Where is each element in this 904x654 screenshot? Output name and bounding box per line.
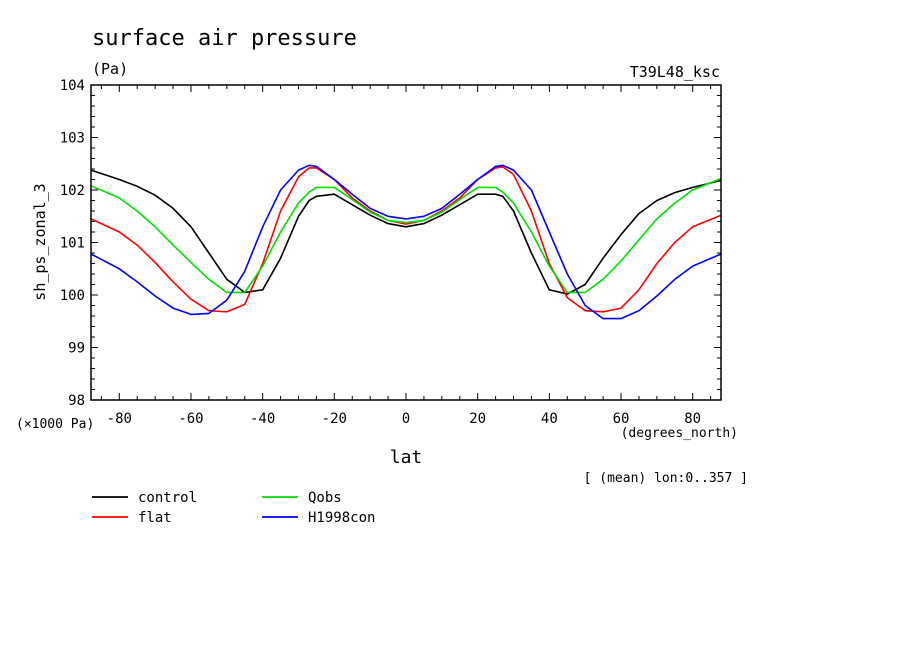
y-tick-label: 99 — [68, 341, 85, 357]
x-axis-label: lat — [390, 447, 423, 468]
axes: -80 -60 -40 -20 0 20 40 60 80 98 99 100 101 102 103 104 — [60, 78, 721, 427]
series-line-qobs — [90, 177, 722, 294]
x-tick-label: 60 — [613, 411, 630, 427]
legend: control flat Qobs H1998con — [92, 490, 375, 526]
legend-label-h1998con: H1998con — [308, 510, 375, 526]
y-tick-label: 98 — [68, 393, 85, 409]
series-lines — [90, 164, 722, 320]
x-tick-label: 0 — [402, 411, 410, 427]
chart-units: (Pa) — [92, 60, 128, 78]
series-line-flat — [90, 166, 722, 313]
x-tick-label: 80 — [684, 411, 701, 427]
legend-label-control: control — [138, 490, 197, 506]
y-axis-label: sh_ps_zonal_3 — [31, 183, 49, 300]
y-scale-label: (×1000 Pa) — [16, 417, 94, 432]
legend-label-qobs: Qobs — [308, 490, 342, 506]
x-tick-label: -40 — [250, 411, 275, 427]
legend-label-flat: flat — [138, 510, 172, 526]
y-tick-label: 100 — [60, 288, 85, 304]
y-tick-label: 103 — [60, 131, 85, 147]
x-units-label: (degrees_north) — [621, 426, 738, 441]
y-tick-label: 102 — [60, 183, 85, 199]
x-tick-label: -80 — [107, 411, 132, 427]
y-tick-label: 101 — [60, 236, 85, 252]
x-tick-label: -60 — [178, 411, 203, 427]
series-line-control — [90, 169, 722, 295]
plot-frame — [90, 84, 722, 401]
mean-note: [ (mean) lon:0..357 ] — [584, 471, 748, 486]
y-tick-label: 104 — [60, 78, 85, 94]
series-line-h1998con — [90, 164, 722, 320]
run-label: T39L48_ksc — [630, 63, 720, 81]
x-tick-label: -20 — [322, 411, 347, 427]
x-tick-label: 40 — [541, 411, 558, 427]
chart-title: surface air pressure — [92, 26, 357, 51]
x-tick-label: 20 — [469, 411, 486, 427]
